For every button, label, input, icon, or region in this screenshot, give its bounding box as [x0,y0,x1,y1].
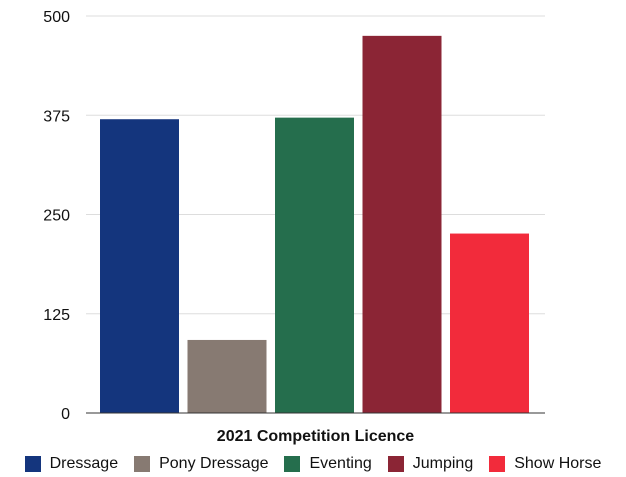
legend-label-eventing: Eventing [309,455,372,472]
legend-swatch-dressage [24,456,41,472]
legend-swatch-show-horse [489,456,506,472]
legend-swatch-pony-dressage [134,456,151,472]
y-tick-label-0: 0 [61,406,70,423]
legend-item-show-horse[interactable]: Show Horse [489,455,601,473]
legend-item-eventing[interactable]: Eventing [284,455,372,473]
legend-label-jumping: Jumping [412,455,474,472]
legend-item-pony-dressage[interactable]: Pony Dressage [134,455,268,473]
bar-chart: 0 125 250 375 500 2021 Competition Licence [43,9,545,445]
legend-label-show-horse: Show Horse [514,455,602,472]
legend-swatch-eventing [284,456,301,472]
y-tick-label-500: 500 [43,9,70,26]
legend-label-dressage: Dressage [49,455,119,472]
legend-item-jumping[interactable]: Jumping [387,455,474,473]
y-tick-label-125: 125 [43,307,70,324]
y-tick-label-375: 375 [43,108,70,125]
bar-eventing[interactable] [275,117,354,413]
x-axis-title: 2021 Competition Licence [217,428,414,445]
bar-jumping[interactable] [362,35,442,413]
legend: Dressage Pony Dressage Eventing Jumping Show… [0,451,626,477]
legend-item-dressage[interactable]: Dressage [24,455,119,473]
bar-show-horse[interactable] [450,233,529,413]
legend-label-pony-dressage: Pony Dressage [159,455,269,472]
y-axis-ticks: 0 125 250 375 500 [43,9,70,423]
bars [100,35,529,413]
bar-dressage[interactable] [100,119,179,413]
bar-pony-dressage[interactable] [187,339,267,413]
y-tick-label-250: 250 [43,208,70,225]
legend-swatch-jumping [387,456,404,472]
